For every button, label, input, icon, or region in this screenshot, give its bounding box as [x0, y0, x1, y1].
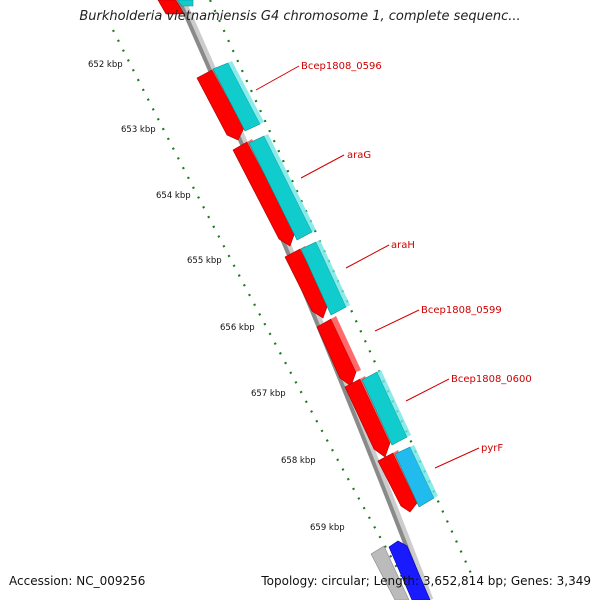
outer-tick-ruler	[208, 0, 476, 581]
kbp-labels: 652 kbp 653 kbp 654 kbp 655 kbp 656 kbp …	[88, 60, 345, 533]
cds-block[interactable]	[344, 378, 391, 458]
cds-block[interactable]	[232, 141, 296, 247]
gene-label: araG	[347, 150, 371, 161]
gene-label: araH	[391, 240, 415, 251]
gene-block[interactable]	[176, 0, 194, 7]
gene-label: Bcep1808_0599	[421, 305, 502, 316]
map-title: Burkholderia vietnamiensis G4 chromosome…	[79, 9, 521, 24]
gene-label: Bcep1808_0596	[301, 61, 382, 72]
cds-track	[157, 0, 418, 513]
cds-block[interactable]	[377, 452, 418, 513]
inner-tick-ruler	[112, 29, 416, 600]
cds-block[interactable]	[157, 0, 185, 15]
cds-block[interactable]	[196, 69, 245, 141]
gene-track	[176, 0, 435, 508]
gene-label: pyrF	[481, 443, 503, 454]
gene-block-blue[interactable]	[388, 540, 431, 600]
kbp-label: 659 kbp	[310, 523, 345, 533]
kbp-label: 658 kbp	[281, 456, 316, 466]
sequence-summary: Topology: circular; Length: 3,652,814 bp…	[261, 574, 591, 588]
cds-block[interactable]	[316, 318, 357, 387]
kbp-label: 652 kbp	[88, 60, 123, 70]
kbp-label: 657 kbp	[251, 389, 286, 399]
kbp-label: 654 kbp	[156, 191, 191, 201]
gene-labels: Bcep1808_0596 araG araH Bcep1808_0599 Bc…	[255, 61, 532, 469]
kbp-label: 656 kbp	[220, 323, 255, 333]
accession-text: Accession: NC_009256	[9, 574, 146, 588]
kbp-label: 655 kbp	[187, 256, 222, 266]
cds-block[interactable]	[284, 248, 329, 319]
gene-block-grey[interactable]	[370, 545, 410, 600]
kbp-label: 653 kbp	[121, 125, 156, 135]
gene-label: Bcep1808_0600	[451, 374, 532, 385]
